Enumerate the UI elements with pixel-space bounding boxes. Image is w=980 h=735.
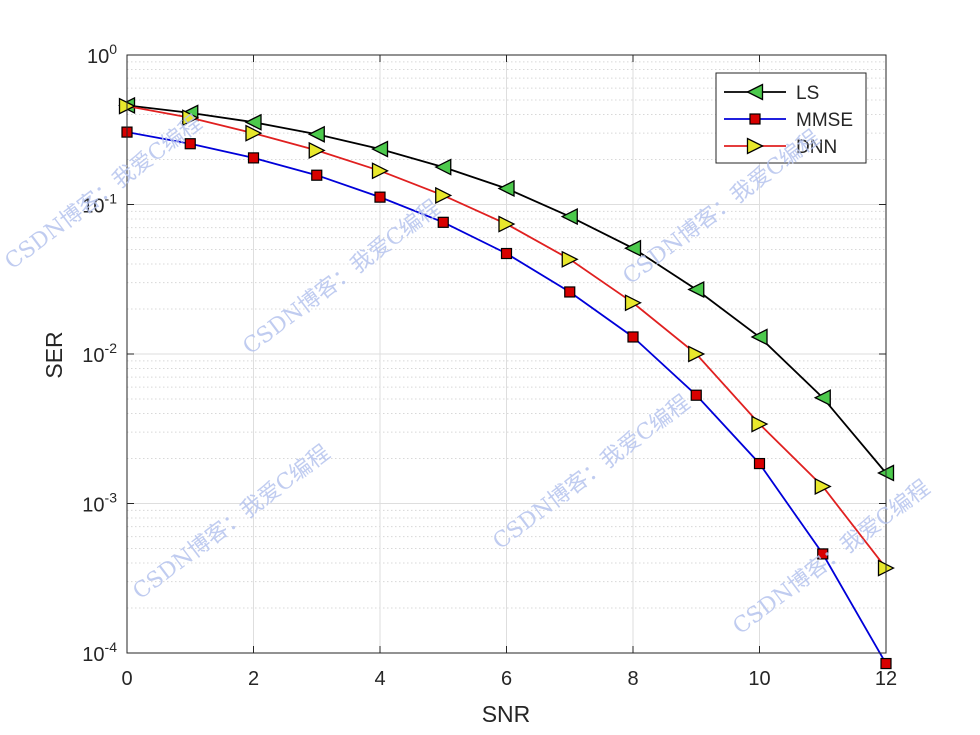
- series-layer: [118, 96, 895, 670]
- x-tick-label: 4: [374, 668, 385, 690]
- data-point-ls: [813, 389, 831, 407]
- data-point-mmse: [437, 216, 449, 228]
- legend-marker: [746, 137, 764, 155]
- data-point-mmse: [311, 169, 323, 181]
- legend: LS MMSE DNN: [715, 72, 867, 164]
- legend-entry-ls: LS: [724, 83, 819, 104]
- data-point-dnn: [624, 294, 642, 312]
- y-tick-exponent: -2: [105, 340, 118, 356]
- x-tick-label: 0: [121, 668, 132, 690]
- y-axis-label: SER: [41, 331, 67, 378]
- data-point-dnn: [371, 162, 389, 180]
- data-point-dnn: [308, 141, 326, 159]
- data-point-dnn: [435, 186, 453, 204]
- data-point-mmse: [690, 389, 702, 401]
- y-tick-base: 10: [82, 345, 104, 367]
- x-tick-label: 2: [248, 668, 259, 690]
- y-tick-exponent: 0: [109, 41, 117, 57]
- data-point-ls: [497, 179, 515, 198]
- y-tick-exponent: -4: [105, 639, 118, 655]
- data-point-dnn: [561, 250, 579, 268]
- data-point-mmse: [184, 138, 196, 150]
- data-point-mmse: [500, 247, 513, 260]
- data-point-dnn: [498, 215, 516, 233]
- data-point-ls: [244, 113, 262, 131]
- data-point-ls: [687, 280, 705, 299]
- x-tick-label: 8: [627, 668, 638, 690]
- x-tick-label: 10: [748, 668, 770, 690]
- legend-entry-dnn: DNN: [724, 137, 837, 158]
- series-ls: [118, 96, 895, 482]
- data-point-ls: [560, 208, 578, 226]
- x-tick-label: 12: [875, 668, 897, 690]
- data-point-dnn: [182, 109, 200, 127]
- data-point-ls: [434, 158, 452, 176]
- axes-box: [126, 54, 887, 654]
- data-point-mmse: [247, 152, 260, 164]
- data-point-mmse: [817, 548, 829, 560]
- y-tick-base: 10: [82, 644, 104, 666]
- data-point-dnn: [245, 124, 263, 142]
- legend-box: [715, 72, 867, 164]
- legend-label: DNN: [796, 137, 837, 158]
- y-tick-label: 100: [87, 41, 117, 68]
- data-point-mmse: [753, 457, 766, 470]
- y-tick-label: 10-2: [82, 340, 117, 367]
- series-dnn: [118, 97, 895, 577]
- y-tick-label: 10-3: [82, 490, 117, 517]
- data-point-mmse: [880, 657, 892, 670]
- y-tick-exponent: -3: [105, 490, 118, 506]
- y-tick-base: 10: [87, 46, 109, 68]
- data-point-mmse: [627, 331, 639, 343]
- legend-marker: [746, 83, 764, 101]
- x-axis-label: SNR: [482, 701, 531, 727]
- legend-entry-mmse: MMSE: [724, 110, 853, 131]
- data-point-dnn: [751, 415, 769, 433]
- y-tick-label: 10-1: [82, 191, 117, 218]
- x-tick-label: 6: [501, 668, 512, 690]
- y-tick-base: 10: [82, 196, 104, 218]
- data-point-mmse: [374, 191, 386, 203]
- y-tick-base: 10: [82, 495, 104, 517]
- data-point-dnn: [688, 345, 706, 363]
- data-point-ls: [624, 239, 642, 257]
- legend-marker: [749, 113, 761, 125]
- data-point-ls: [750, 328, 768, 346]
- y-tick-exponent: -1: [105, 191, 118, 207]
- y-tick-label: 10-4: [82, 639, 117, 666]
- data-point-ls: [307, 125, 325, 143]
- data-point-mmse: [564, 286, 576, 298]
- data-point-ls: [371, 140, 389, 158]
- legend-label: LS: [796, 83, 819, 104]
- legend-label: MMSE: [796, 110, 853, 131]
- data-point-dnn: [814, 477, 832, 496]
